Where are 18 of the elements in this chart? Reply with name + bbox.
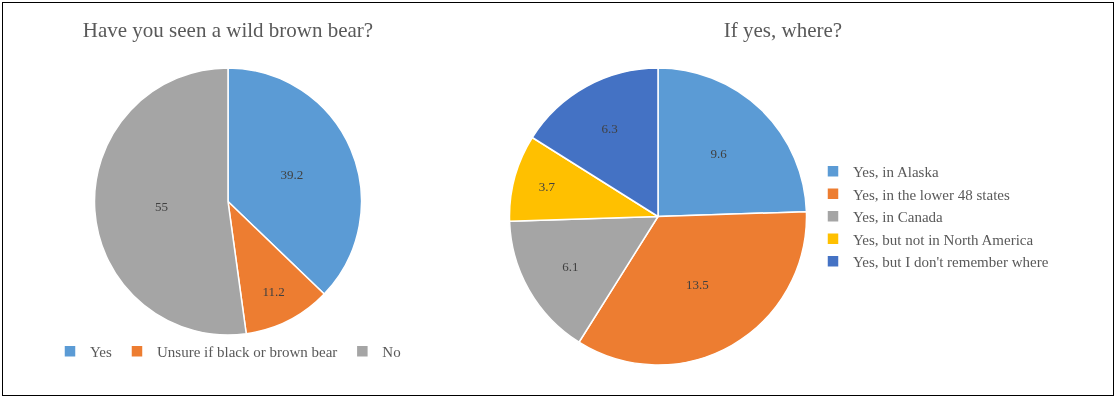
- data-label: 6.1: [562, 259, 579, 275]
- data-label: 11.2: [262, 283, 285, 299]
- legend-label: Yes, in the lower 48 states: [853, 186, 1010, 203]
- legend-label: No: [382, 344, 401, 361]
- legend-label: Yes, but not in North America: [853, 231, 1034, 248]
- data-label: 39.2: [280, 166, 304, 182]
- legend-label: Yes, in Alaska: [853, 164, 939, 181]
- chart-title: If yes, where?: [723, 18, 843, 43]
- legend-label: Yes, in Canada: [853, 209, 944, 226]
- legend-label: Unsure if black or brown bear: [156, 344, 338, 361]
- data-label: 3.7: [538, 178, 556, 194]
- data-label: 9.6: [710, 146, 728, 162]
- chart-title: Have you seen a wild brown bear?: [82, 18, 374, 43]
- legend-label: Yes, but I don't remember where: [853, 254, 1049, 271]
- legend-label: Yes: [90, 344, 112, 361]
- data-label: 13.5: [685, 277, 709, 293]
- data-label: 55: [154, 198, 168, 214]
- data-label: 6.3: [601, 121, 618, 137]
